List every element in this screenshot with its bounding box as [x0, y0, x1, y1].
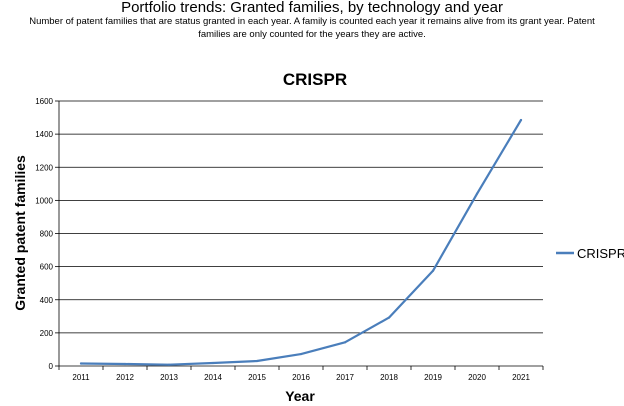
- y-tick-label: 1600: [35, 97, 53, 106]
- x-tick-label: 2018: [380, 373, 398, 382]
- x-tick-label: 2013: [160, 373, 178, 382]
- data-point: [519, 118, 523, 122]
- series-line-crispr: [79, 118, 523, 366]
- legend: CRISPR: [556, 246, 624, 261]
- grid-lines: [59, 100, 543, 334]
- y-tick-label: 1200: [35, 163, 53, 172]
- x-tick-label: 2012: [116, 373, 134, 382]
- y-tick-label: 600: [40, 263, 54, 272]
- data-point: [299, 352, 303, 356]
- x-tick-label: 2016: [292, 373, 310, 382]
- y-tick-label: 200: [40, 329, 54, 338]
- data-point: [387, 316, 391, 319]
- x-tick-label: 2020: [468, 373, 486, 382]
- y-axis-title: Granted patent families: [12, 155, 28, 311]
- x-tick-label: 2019: [424, 373, 442, 382]
- y-tick-label: 800: [40, 230, 54, 239]
- data-point: [343, 341, 347, 344]
- axes: 0 200 400 600 800 1000 1200 1400 1600 2011 2012 201…: [35, 97, 544, 382]
- y-tick-label: 400: [40, 296, 54, 305]
- y-tick-label: 1000: [35, 196, 53, 205]
- data-point: [123, 362, 127, 366]
- y-tick-label: 1400: [35, 130, 53, 139]
- x-tick-label: 2011: [72, 373, 90, 382]
- y-tick-label: 0: [49, 362, 54, 371]
- data-point: [79, 362, 83, 365]
- x-tick-label: 2015: [248, 373, 266, 382]
- page-subtitle: Number of patent families that are statu…: [29, 16, 595, 40]
- data-point: [255, 359, 259, 363]
- data-point: [431, 269, 435, 272]
- series-layer: [79, 118, 523, 366]
- chart-title: CRISPR: [283, 70, 347, 89]
- page-title: Portfolio trends: Granted families, by t…: [121, 0, 503, 16]
- x-axis-title: Year: [285, 388, 315, 404]
- data-point: [167, 363, 171, 366]
- x-tick-label: 2017: [336, 373, 354, 382]
- data-point: [475, 192, 479, 195]
- legend-label-crispr: CRISPR: [577, 246, 624, 261]
- x-tick-label: 2021: [512, 373, 530, 382]
- data-point: [211, 361, 215, 365]
- x-tick-label: 2014: [204, 373, 222, 382]
